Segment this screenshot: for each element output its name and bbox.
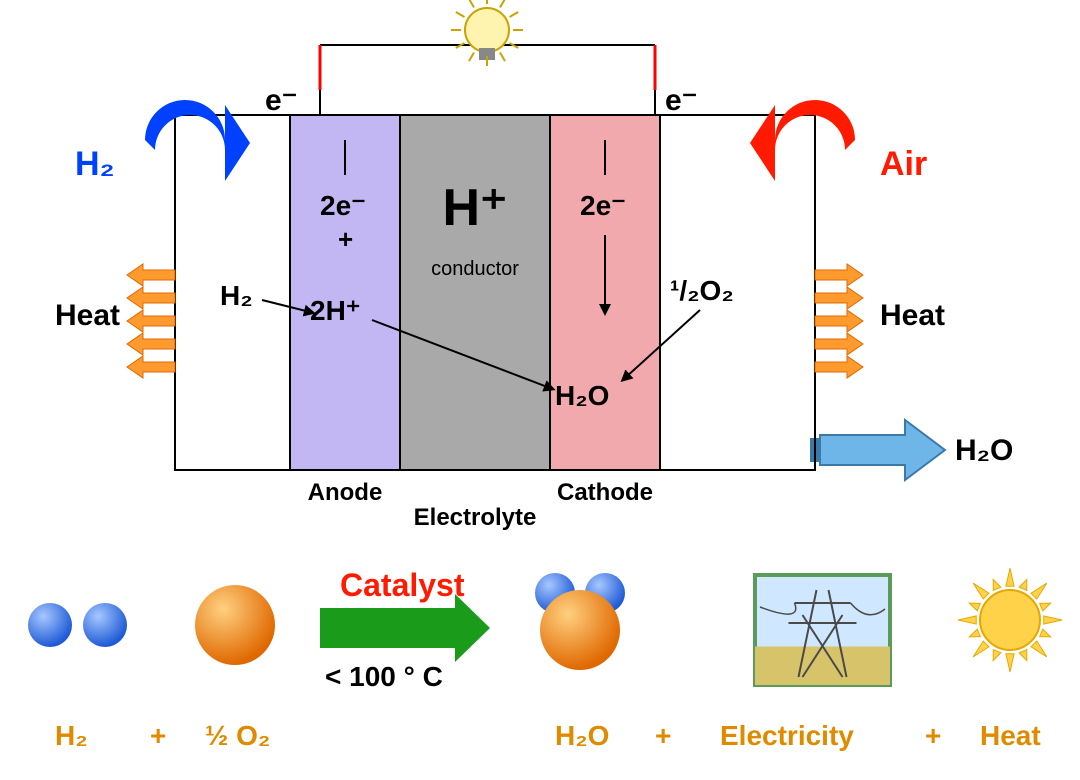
catalyst-label: Catalyst: [340, 567, 465, 603]
temp-label: < 100 ° C: [325, 661, 443, 692]
electrolyte-label: Electrolyte: [414, 504, 537, 531]
electron-label-right: e⁻: [665, 84, 698, 117]
electron-label-left: e⁻: [265, 84, 298, 117]
h2-sphere: [28, 603, 72, 647]
h2-sphere: [83, 603, 127, 647]
air-in-arrow: [750, 100, 855, 181]
equation-term: Heat: [980, 720, 1041, 751]
o2-sphere: [195, 585, 275, 665]
electricity-tower-icon: [755, 575, 890, 685]
equation-term: ½ O₂: [205, 720, 270, 751]
anode-label: Anode: [308, 479, 383, 506]
catalyst-arrow: [320, 594, 490, 662]
electrolyte-region: [400, 115, 550, 470]
equation-term: +: [925, 720, 941, 751]
equation-term: Electricity: [720, 720, 854, 751]
cathode-label: Cathode: [557, 479, 653, 506]
equation-term: H₂O: [555, 720, 609, 751]
heat-arrows-right: [815, 264, 863, 378]
equation-term: +: [150, 720, 166, 751]
h2-in-label: H₂: [75, 145, 115, 183]
anode-plus: +: [338, 224, 353, 254]
hplus-big: H⁺: [443, 179, 508, 237]
h2o-out-arrow: [812, 420, 945, 480]
cathode-2e: 2e⁻: [580, 190, 626, 221]
h2-inside: H₂: [220, 280, 253, 311]
lightbulb-icon: [451, 0, 523, 66]
heat-label-right: Heat: [880, 299, 945, 332]
equation-term: H₂: [55, 720, 88, 751]
heat-label-left: Heat: [55, 299, 120, 332]
air-in-label: Air: [880, 145, 927, 183]
anode-2h: 2H⁺: [310, 295, 361, 326]
conductor-label: conductor: [431, 258, 519, 280]
equation-term: +: [655, 720, 671, 751]
sun-icon: [958, 568, 1062, 672]
water-o-sphere: [540, 590, 620, 670]
h2-in-arrow: [145, 100, 250, 181]
heat-arrows-left: [127, 264, 175, 378]
anode-2e: 2e⁻: [320, 190, 366, 221]
water-inside: H₂O: [555, 380, 609, 411]
fuel-cell-diagram: e⁻e⁻AnodeElectrolyteCathode2e⁻+2H⁺H₂H⁺co…: [0, 0, 1080, 780]
h2o-out-label: H₂O: [955, 434, 1013, 467]
half-o2: ¹/₂O₂: [670, 275, 734, 306]
